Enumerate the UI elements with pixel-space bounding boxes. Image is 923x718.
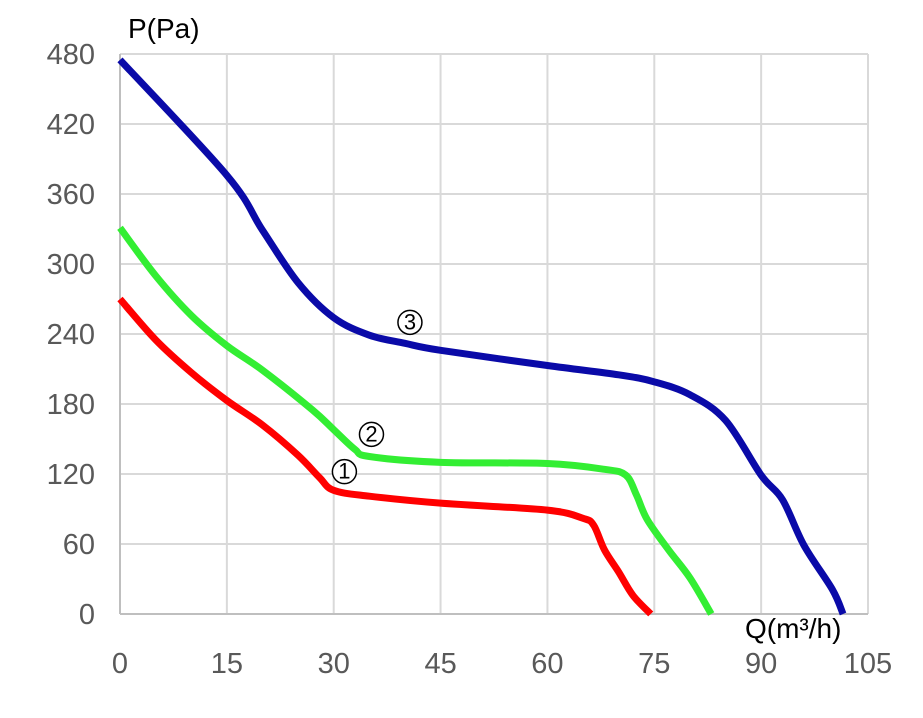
y-tick-label: 120: [47, 459, 95, 491]
x-tick-label: 75: [638, 648, 670, 680]
y-axis-label: P(Pa): [128, 13, 200, 44]
series-line-3: [117, 57, 847, 616]
y-tick-label: 240: [47, 319, 95, 351]
y-tick-label: 0: [79, 599, 95, 631]
tick-labels: 0 15 30 45 60 75 90 105 0 60 120 180 240 300 360 420 480: [47, 39, 893, 680]
series-labels: 12 3: [331, 309, 423, 485]
series-line-1: [117, 296, 654, 617]
x-tick-label: 105: [844, 648, 892, 680]
x-tick-label: 30: [318, 648, 350, 680]
series-label-circle: [397, 309, 423, 336]
series-label-2: 2: [365, 421, 377, 446]
x-tick-label: 15: [211, 648, 243, 680]
series-lines: [117, 57, 847, 617]
x-tick-label: 0: [112, 648, 128, 680]
y-tick-label: 480: [47, 39, 95, 71]
x-axis-label: Q(m³/h): [745, 613, 841, 644]
grid: [119, 53, 869, 615]
series-label-circle: [331, 458, 358, 485]
y-tick-label: 300: [47, 249, 95, 281]
x-tick-label: 60: [531, 648, 563, 680]
x-tick-label: 90: [745, 648, 777, 680]
y-tick-label: 180: [47, 389, 95, 421]
series-label-3: 3: [404, 309, 416, 334]
series-label-circle: [358, 421, 385, 448]
series-line-2: [117, 225, 715, 616]
y-tick-label: 360: [47, 179, 95, 211]
y-tick-label: 420: [47, 109, 95, 141]
y-tick-label: 60: [63, 529, 95, 561]
x-tick-label: 45: [424, 648, 456, 680]
series-label-1: 1: [338, 459, 350, 484]
